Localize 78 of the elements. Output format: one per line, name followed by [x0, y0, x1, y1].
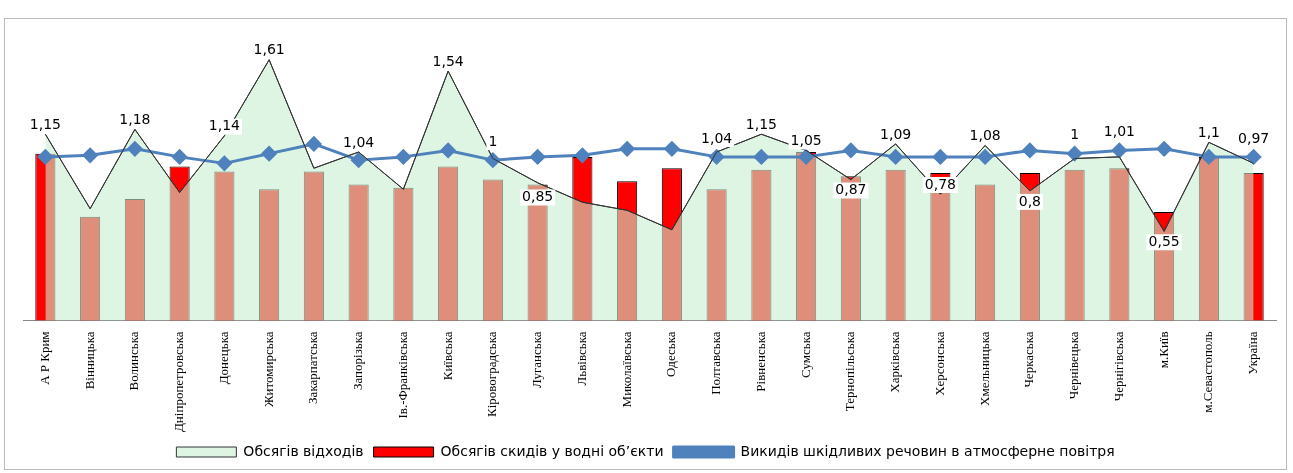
x-tick-label: Україна — [1245, 331, 1261, 375]
data-label: 1,09 — [880, 125, 912, 142]
point — [1111, 142, 1127, 158]
data-label: 0,97 — [1238, 129, 1270, 146]
data-label: 1 — [488, 132, 498, 149]
point — [216, 155, 232, 171]
point — [530, 149, 546, 165]
point — [753, 149, 769, 165]
point — [306, 136, 322, 152]
x-tick-label: Вінницька — [81, 331, 97, 390]
x-tick-label: Миколаївська — [618, 331, 634, 408]
point — [1022, 142, 1038, 158]
x-tick-label: Житомирська — [260, 331, 276, 408]
x-tick-label: А Р Крим — [36, 331, 52, 385]
legend-label: Обсягів скидів у водні об’єкти — [440, 442, 664, 459]
point — [1201, 149, 1217, 165]
data-label: 1,61 — [253, 41, 285, 58]
data-label: 1,05 — [790, 132, 822, 149]
point — [127, 141, 143, 157]
x-tick-label: Одеська — [663, 331, 679, 377]
point — [888, 149, 904, 165]
x-tick-label: Львівська — [573, 331, 589, 386]
x-tick-label: Хмельницька — [976, 331, 992, 406]
x-tick-label: Дніпропетровська — [171, 331, 187, 433]
data-label: 0,85 — [522, 188, 554, 205]
x-tick-label: Тернопільська — [842, 331, 858, 412]
point — [843, 142, 859, 158]
point — [395, 149, 411, 165]
x-tick-label: Кіровоградська — [484, 331, 500, 418]
legend-label: Викидів шкідливих речовин в атмосферне повітря — [740, 442, 1115, 459]
point — [82, 147, 98, 163]
point — [440, 142, 456, 158]
point — [1067, 146, 1083, 162]
point — [619, 141, 635, 157]
x-tick-label: м.Севастополь — [1200, 331, 1216, 413]
data-label: 0,55 — [1148, 232, 1180, 249]
data-label: 1,18 — [119, 111, 151, 128]
data-label: 1,14 — [208, 117, 241, 134]
x-tick-label: м.Київ — [1155, 331, 1171, 369]
data-label: 1,1 — [1197, 123, 1221, 140]
data-label: 0,78 — [924, 175, 956, 192]
x-tick-label: Луганська — [529, 331, 545, 389]
point — [1156, 141, 1172, 157]
x-tick-label: Чернігівська — [1110, 331, 1126, 402]
point — [932, 149, 948, 165]
data-label: 1,15 — [745, 115, 777, 132]
data-label: 0,8 — [1018, 192, 1042, 209]
point — [172, 149, 188, 165]
x-tick-label: Рівненська — [752, 331, 768, 392]
data-label: 1,01 — [1103, 123, 1135, 140]
x-tick-label: Київська — [439, 331, 455, 381]
point — [798, 149, 814, 165]
x-tick-label: Волинська — [126, 331, 142, 391]
x-tick-label: Харківська — [887, 331, 903, 393]
point — [977, 149, 993, 165]
data-label: 0,87 — [835, 181, 867, 198]
point — [351, 152, 367, 168]
point — [261, 146, 277, 162]
x-tick-label: Запорізька — [350, 331, 366, 391]
x-tick-label: Черкаська — [1021, 331, 1037, 388]
x-tick-label: Закарпатська — [305, 331, 321, 404]
x-tick-label: Полтавська — [708, 331, 724, 395]
point — [664, 141, 680, 157]
x-tick-label: Сумська — [797, 331, 813, 378]
point — [37, 149, 53, 165]
point — [1246, 149, 1262, 165]
data-label: 1 — [1070, 126, 1080, 143]
x-tick-label: Херсонська — [931, 331, 947, 396]
data-label: 1,54 — [432, 52, 464, 69]
data-label: 1,04 — [701, 129, 733, 146]
x-tick-label: Донецька — [215, 331, 231, 385]
legend-label: Обсягів відходів — [243, 442, 364, 459]
x-tick-label: Чернівецька — [1066, 331, 1082, 400]
data-label: 1,04 — [343, 133, 375, 150]
data-label: 1,15 — [29, 115, 61, 132]
x-tick-label: Ів.-Франківська — [394, 331, 410, 419]
point — [574, 147, 590, 163]
data-label: 1,08 — [969, 127, 1001, 144]
